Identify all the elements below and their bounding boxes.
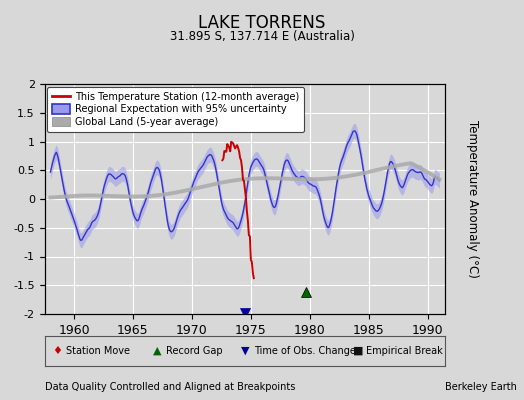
- Y-axis label: Temperature Anomaly (°C): Temperature Anomaly (°C): [466, 120, 479, 278]
- Text: Record Gap: Record Gap: [166, 346, 223, 356]
- Text: Empirical Break: Empirical Break: [366, 346, 443, 356]
- Legend: This Temperature Station (12-month average), Regional Expectation with 95% uncer: This Temperature Station (12-month avera…: [48, 87, 304, 132]
- Text: Time of Obs. Change: Time of Obs. Change: [254, 346, 356, 356]
- Text: ♦: ♦: [52, 346, 62, 356]
- Text: Station Move: Station Move: [66, 346, 129, 356]
- Text: LAKE TORRENS: LAKE TORRENS: [198, 14, 326, 32]
- Text: Berkeley Earth: Berkeley Earth: [445, 382, 517, 392]
- Text: 31.895 S, 137.714 E (Australia): 31.895 S, 137.714 E (Australia): [170, 30, 354, 43]
- Text: ■: ■: [353, 346, 364, 356]
- Text: ▲: ▲: [153, 346, 161, 356]
- Text: ▼: ▼: [241, 346, 249, 356]
- Text: Data Quality Controlled and Aligned at Breakpoints: Data Quality Controlled and Aligned at B…: [45, 382, 295, 392]
